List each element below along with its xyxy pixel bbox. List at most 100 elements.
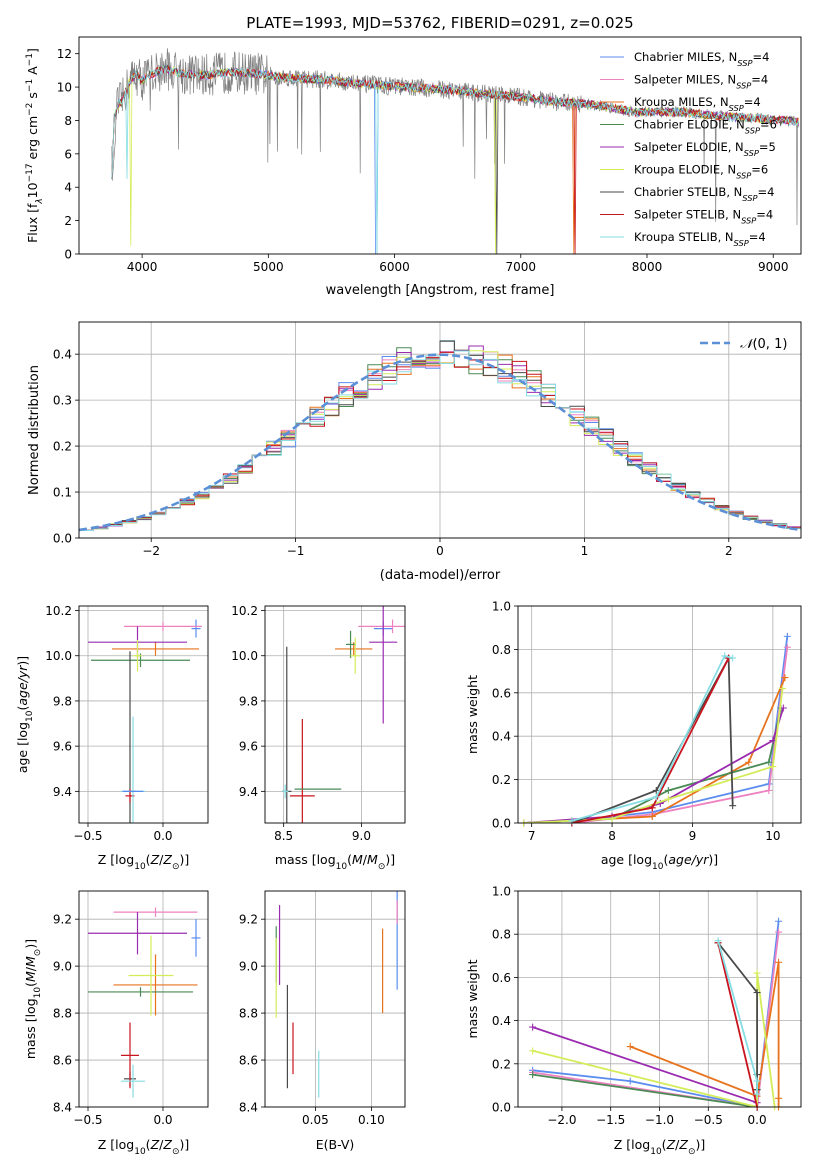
y-tick-label: 0.2 [492,1057,511,1071]
legend-label: Chabrier ELODIE, NSSP=6 [634,118,777,136]
axes-frame [264,890,406,1108]
x-tick-label: 0 [436,544,444,558]
x-tick-label: 9000 [758,260,789,274]
y-tick-label: 0.4 [492,730,511,744]
figure-title: PLATE=1993, MJD=53762, FIBERID=0291, z=0… [246,14,633,32]
x-axis-label: Z [log10(Z/Z⊙)] [98,1137,190,1157]
legend-label: Salpeter ELODIE, NSSP=5 [634,140,776,158]
mass-weight-marker [721,652,729,660]
y-axis-label-part: age/yr [15,665,30,706]
axes-frame [78,36,802,255]
model-spectrum-line [111,65,799,254]
y-axis-label-part: M [23,971,38,982]
x-tick-label: 2 [725,544,733,558]
mass-weight-marker [529,1071,537,1079]
y-tick-label: 8 [64,114,72,128]
x-tick-label: −0.5 [694,1113,723,1127]
x-tick-label: 0.0 [153,829,172,843]
legend-label-part: (0, 1) [752,337,787,352]
mass-weight-marker [769,763,777,771]
x-axis-label-part: Z [log [98,852,134,867]
y-tick-label: 0.4 [492,1014,511,1028]
x-axis-label-part: )] [179,852,189,867]
legend-label-part: SSP [736,171,751,181]
y-tick-label: 8.4 [53,1101,72,1115]
y-tick-label: 4 [64,181,72,195]
legend-label-part: Kroupa STELIB, N [634,230,734,244]
mass-weight-marker [529,1023,537,1031]
x-tick-label: −2 [142,544,160,558]
y-axis-label-part: erg cm [25,116,40,164]
y-tick-label: 8.6 [53,1054,72,1068]
x-axis-label-part: ( [663,852,668,867]
x-axis-label-part: ⊙ [172,1147,180,1157]
x-axis-label: E(B-V) [316,1137,355,1152]
y-axis-label-part: 10 [25,182,40,198]
mass-weight-vs-metallicity-panel: −2.0 −1.5 −1.0 −0.5 0.0 0.0 0.2 0.4 0.6 0.8 1.0 Z [… [465,885,802,1157]
x-tick-label: 7 [528,829,536,843]
mass-weight-marker [753,969,761,977]
legend-label-part: SSP [736,81,751,91]
x-axis-label-part: Z [150,852,160,867]
legend-label-part: SSP [734,238,749,248]
y-axis-label-part: s [25,92,40,103]
legend-label-part: Salpeter STELIB, N [634,208,741,222]
legend-label-part: SSP [741,216,756,226]
x-axis-label-part: Z [162,852,172,867]
legend-label-part: =6 [760,118,777,132]
x-tick-label: −1.0 [645,1113,674,1127]
y-tick-label: 6 [64,147,72,161]
legend-label-part: =4 [744,95,761,109]
mass-weight-marker [775,917,783,925]
mass-weight-line [717,942,758,1107]
y-axis-label-part: −1 [25,53,35,66]
x-axis-label-part: Z [log [98,1137,134,1152]
y-tick-label: 9.0 [53,960,72,974]
x-axis-label: wavelength [Angstrom, rest frame] [326,283,555,298]
legend-label: Kroupa STELIB, NSSP=4 [634,230,766,248]
x-axis-label-part: 10 [650,1147,662,1157]
y-tick-label: 2 [64,214,72,228]
model-spectrum-line [111,64,799,254]
y-axis-label-part: age [log [15,722,30,773]
age-vs-metallicity-panel: −0.5 0.09.49.69.810.010.2Z [log10(Z/Z⊙)]a… [15,604,209,872]
x-axis-label-part: )] [385,852,395,867]
x-axis-label-part: 10 [134,1147,146,1157]
mass-weight-line [532,931,780,1107]
x-axis-label-part: ( [146,1137,151,1152]
y-axis-label-part: 10 [33,987,43,999]
x-tick-label: −2.0 [547,1113,576,1127]
y-tick-label: 0.0 [492,817,511,831]
mass-weight-marker [753,1090,761,1098]
mass-weight-marker [745,758,753,766]
y-tick-label: 0.6 [492,971,511,985]
mass-weight-marker [529,1047,537,1055]
y-tick-label: 8.4 [239,1101,258,1115]
x-tick-label: 9 [689,829,697,843]
mass-weight-marker [648,804,656,812]
x-axis-label-part: age/yr [668,852,709,867]
y-axis-label-part: ( [23,982,38,987]
y-tick-label: 9.6 [239,740,258,754]
x-tick-label: 1 [581,544,589,558]
mass-weight-marker [729,802,737,810]
y-tick-label: 1.0 [492,885,511,899]
y-tick-label: 10 [57,81,72,95]
x-axis-label-part: / [159,852,164,867]
legend-label-part: Salpeter ELODIE, N [634,140,744,154]
mass-weight-marker [753,989,761,997]
mass-weight-marker [765,758,773,766]
y-tick-label: 10.2 [231,604,258,618]
y-axis-label-part: ] [25,48,40,53]
normal-curve [79,353,799,532]
mass-weight-marker [769,737,777,745]
x-axis-label-part: 10 [134,862,146,872]
mass-weight-marker [775,1094,783,1102]
y-tick-label: 0.2 [492,773,511,787]
y-tick-label: 9.6 [53,740,72,754]
mass-weight-marker [781,674,789,682]
mass-weight-marker [664,786,672,794]
